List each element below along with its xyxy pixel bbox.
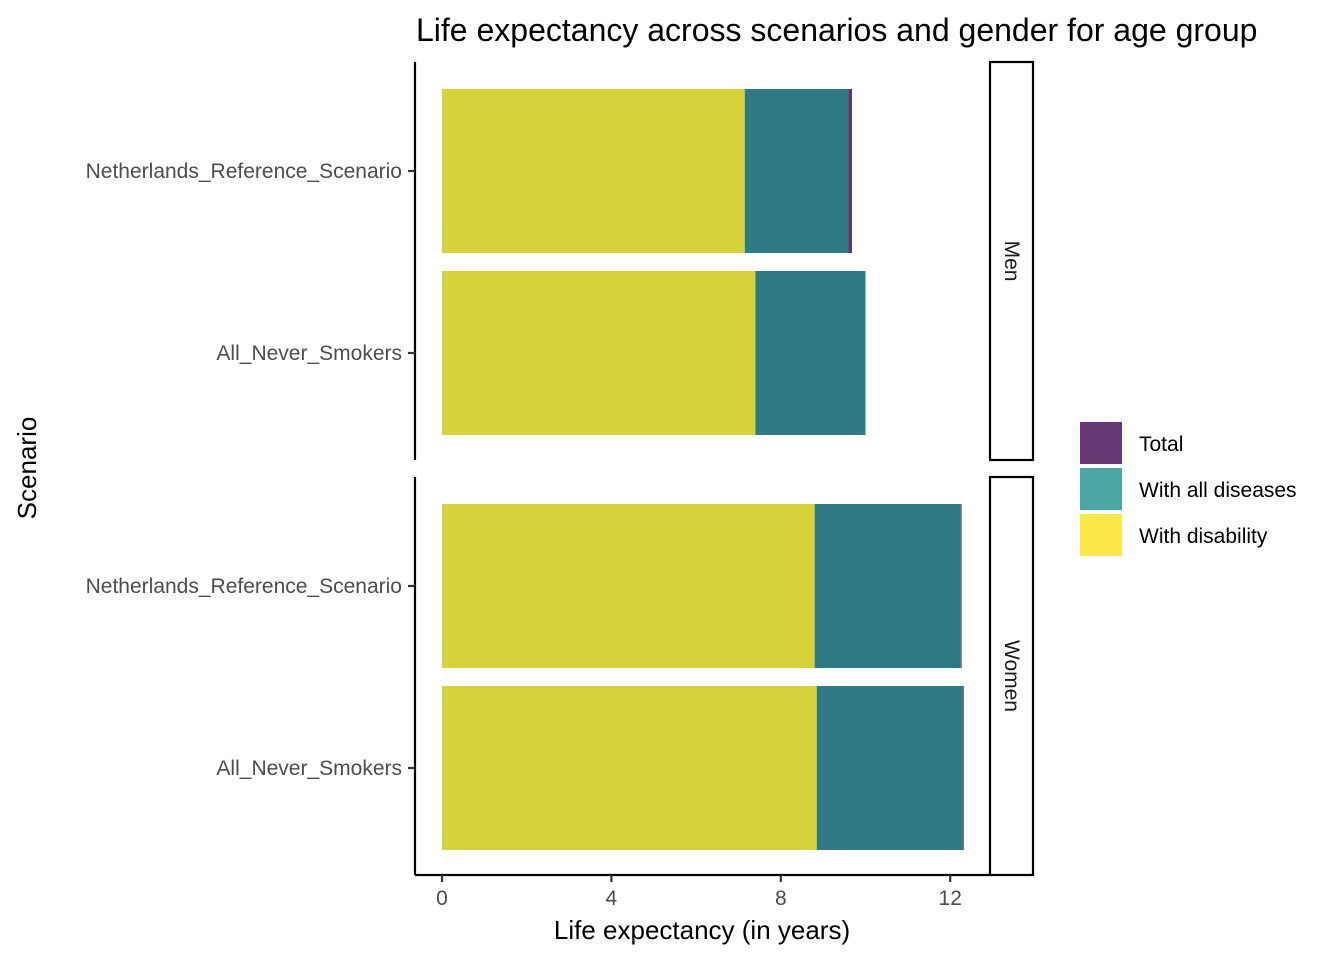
bar-men-netherlands-reference-scenario-with-disability — [442, 89, 745, 253]
facet-strip-women — [988, 475, 1035, 877]
chart-title: Life expectancy across scenarios and gen… — [416, 12, 1257, 48]
bar-women-all-never-smokers-with-all-diseases — [816, 686, 963, 850]
bar-men-netherlands-reference-scenario-with-all-diseases — [744, 89, 849, 253]
x-tick-label-8: 8 — [775, 887, 787, 910]
legend: Total With all diseases With disability — [1080, 422, 1297, 556]
legend-label-with-all-diseases: With all diseases — [1139, 479, 1297, 502]
y-tick-label-women-0: Netherlands_Reference_Scenario — [86, 575, 402, 598]
x-tick-label-4: 4 — [606, 887, 618, 910]
y-tick-label-women-1: All_Never_Smokers — [216, 757, 402, 780]
bar-women-netherlands-reference-scenario-with-disability — [442, 504, 815, 668]
legend-key-with-disability — [1080, 514, 1122, 556]
legend-label-with-disability: With disability — [1139, 525, 1268, 548]
legend-label-total: Total — [1139, 433, 1183, 456]
x-ticks-layer: 0 4 8 12 — [436, 875, 962, 910]
facet-label-men: Men — [1000, 241, 1023, 282]
bars-layer — [442, 89, 964, 850]
y-axis-title: Scenario — [12, 417, 42, 520]
facet-strip-men — [988, 60, 1035, 462]
bar-women-all-never-smokers-total — [962, 686, 964, 850]
bar-women-netherlands-reference-scenario-total — [960, 504, 962, 668]
y-tick-label-men-0: Netherlands_Reference_Scenario — [86, 160, 402, 183]
legend-key-total — [1080, 422, 1122, 464]
bar-men-all-never-smokers-with-disability — [442, 271, 756, 435]
strips-layer: Men Women — [988, 60, 1035, 877]
facet-label-women: Women — [1000, 640, 1023, 712]
x-tick-label-12: 12 — [939, 887, 962, 910]
bar-women-all-never-smokers-with-disability — [442, 686, 817, 850]
bar-men-all-never-smokers-with-all-diseases — [755, 271, 866, 435]
y-tick-label-men-1: All_Never_Smokers — [216, 342, 402, 365]
bar-men-netherlands-reference-scenario-total — [848, 89, 852, 253]
x-axis-title: Life expectancy (in years) — [554, 915, 850, 945]
x-tick-label-0: 0 — [436, 887, 448, 910]
legend-key-with-all-diseases — [1080, 468, 1122, 510]
y-ticks-layer: Netherlands_Reference_Scenario All_Never_… — [86, 160, 415, 780]
bar-women-netherlands-reference-scenario-with-all-diseases — [814, 504, 961, 668]
